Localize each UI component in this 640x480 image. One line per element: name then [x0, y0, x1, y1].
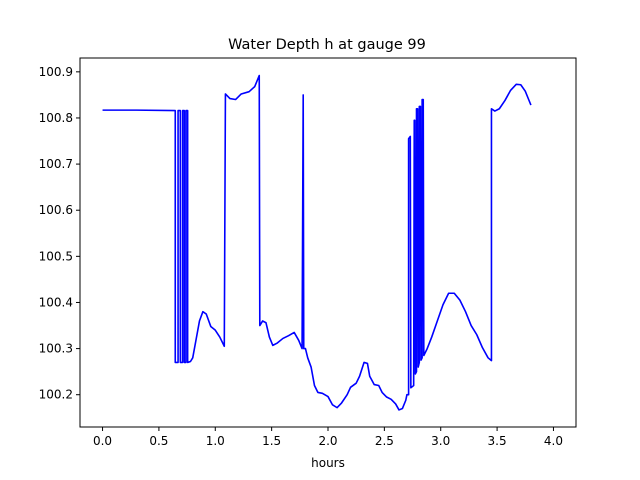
y-tick-label: 100.4: [39, 295, 73, 309]
x-tick-label: 2.0: [318, 434, 337, 448]
y-tick-label: 100.9: [39, 65, 73, 79]
x-tick-label: 2.5: [375, 434, 394, 448]
x-tick-label: 1.5: [262, 434, 281, 448]
x-tick-label: 4.0: [544, 434, 563, 448]
x-axis: 0.0 0.5 1.0 1.5 2.0 2.5 3.0 3.5 4.0: [93, 427, 563, 448]
plot-line-layer: [102, 74, 532, 411]
chart-title: Water Depth h at gauge 99: [228, 37, 426, 53]
x-tick-label: 1.0: [206, 434, 225, 448]
x-tick-label: 0.0: [93, 434, 112, 448]
x-axis-label: hours: [311, 456, 345, 470]
y-tick-label: 100.2: [39, 388, 73, 402]
x-tick-label: 3.0: [431, 434, 450, 448]
y-tick-label: 100.3: [39, 342, 73, 356]
y-axis: 100.2 100.3 100.4 100.5 100.6 100.7 100.8 100.9: [39, 65, 80, 402]
y-tick-label: 100.7: [39, 157, 73, 171]
y-tick-label: 100.5: [39, 249, 73, 263]
x-tick-label: 0.5: [149, 434, 168, 448]
y-tick-label: 100.6: [39, 203, 73, 217]
series-line-0: [102, 74, 532, 411]
x-tick-label: 3.5: [488, 434, 507, 448]
y-tick-label: 100.8: [39, 111, 73, 125]
